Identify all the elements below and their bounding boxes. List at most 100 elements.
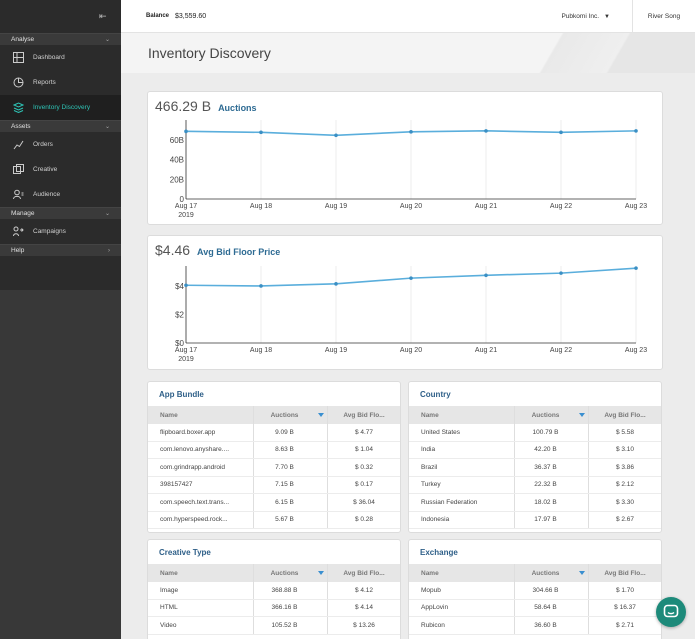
menu-toggle-icon[interactable]: ⇤ [99, 11, 107, 21]
column-header-avg-bid-floor[interactable]: Avg Bid Flo... [588, 406, 661, 424]
cell-avg-bid-floor: $ 2.67 [588, 511, 661, 528]
cell-auctions: 105.52 B [253, 617, 315, 634]
table-row[interactable]: AppLovin 58.64 B $ 16.37 [409, 599, 661, 617]
cell-spacer [315, 442, 327, 459]
app-bundle-table: Name Auctions Avg Bid Flo... flipboard.boxe… [148, 406, 400, 529]
section-label: Assets [11, 123, 31, 130]
sort-desc-icon[interactable] [315, 406, 327, 424]
column-header-name[interactable]: Name [421, 411, 439, 419]
column-header-avg-bid-floor[interactable]: Avg Bid Flo... [588, 564, 661, 582]
table-row[interactable]: Indonesia 17.97 B $ 2.67 [409, 511, 661, 529]
table-row[interactable]: Mopub 304.66 B $ 1.70 [409, 582, 661, 600]
table-row[interactable]: com.grindrapp.android 7.70 B $ 0.32 [148, 459, 400, 477]
sort-desc-icon[interactable] [576, 406, 588, 424]
cell-avg-bid-floor: $ 3.86 [588, 459, 661, 476]
table-row[interactable]: 398157427 7.15 B $ 0.17 [148, 476, 400, 494]
cell-auctions: 8.63 B [253, 441, 315, 458]
cell-avg-bid-floor: $ 36.04 [327, 494, 400, 511]
sidebar-item-orders[interactable]: Orders [0, 132, 121, 157]
campaigns-icon [12, 226, 25, 238]
column-header-auctions[interactable]: Auctions [253, 564, 315, 582]
table-row[interactable]: Brazil 36.37 B $ 3.86 [409, 459, 661, 477]
table-row[interactable]: com.speech.text.trans... 6.15 B $ 36.04 [148, 494, 400, 512]
data-point[interactable] [184, 129, 188, 134]
cell-name: com.lenovo.anyshare.... [160, 446, 230, 454]
cell-avg-bid-floor: $ 0.17 [327, 476, 400, 493]
data-point[interactable] [184, 283, 188, 288]
section-analyse[interactable]: Analyse ⌄ [0, 33, 121, 45]
sidebar-item-campaigns[interactable]: Campaigns [0, 219, 121, 244]
column-header-name[interactable]: Name [421, 569, 439, 577]
sidebar-item-dashboard[interactable]: Dashboard [0, 45, 121, 70]
cell-avg-bid-floor: $ 13.26 [327, 617, 400, 634]
column-header-auctions[interactable]: Auctions [514, 564, 576, 582]
data-point[interactable] [259, 130, 263, 135]
sidebar-top: ⇤ [0, 0, 121, 33]
sidebar-item-label: Creative [33, 166, 58, 173]
country-table: Name Auctions Avg Bid Flo... United States 1… [409, 406, 661, 529]
x-year-label: 2019 [178, 212, 194, 219]
x-tick-label: Aug 21 [475, 347, 497, 354]
data-point[interactable] [484, 129, 488, 133]
data-point[interactable] [409, 276, 413, 280]
balance-label: Balance [146, 13, 170, 19]
cell-auctions: 7.70 B [253, 459, 315, 476]
data-point[interactable] [634, 266, 638, 270]
x-tick-label: Aug 18 [250, 203, 272, 210]
x-year-label: 2019 [178, 356, 194, 363]
section-help[interactable]: Help › [0, 244, 121, 256]
table-row[interactable]: com.hyperspeed.rock... 5.67 B $ 0.28 [148, 511, 400, 529]
section-assets[interactable]: Assets ⌄ [0, 120, 121, 132]
sort-desc-icon[interactable] [315, 564, 327, 582]
cell-spacer [315, 494, 327, 511]
data-point[interactable] [409, 130, 413, 134]
cell-name: Russian Federation [421, 498, 478, 506]
data-point[interactable] [334, 282, 338, 286]
table-row[interactable]: Video 105.52 B $ 13.26 [148, 617, 400, 635]
table-row[interactable]: HTML 366.16 B $ 4.14 [148, 599, 400, 617]
table-row[interactable]: Image 368.88 B $ 4.12 [148, 582, 400, 600]
cell-auctions: 58.64 B [514, 599, 576, 616]
user-menu[interactable]: River Song [632, 0, 695, 33]
org-name: Pubkomi Inc. [561, 13, 600, 20]
data-point[interactable] [259, 284, 263, 288]
app-bundle-card: App Bundle Name Auctions Avg Bid Flo... fli… [147, 381, 401, 533]
chat-button[interactable] [656, 597, 686, 627]
table-row[interactable]: Rubicon 36.60 B $ 2.71 [409, 617, 661, 635]
sidebar-item-audience[interactable]: Audience [0, 182, 121, 207]
table-row[interactable]: United States 100.79 B $ 5.58 [409, 424, 661, 442]
table-header-row: Name Auctions Avg Bid Flo... [409, 406, 661, 424]
column-header-avg-bid-floor[interactable]: Avg Bid Flo... [327, 406, 400, 424]
sort-desc-icon[interactable] [576, 564, 588, 582]
cell-spacer [315, 512, 327, 529]
column-header-name[interactable]: Name [160, 411, 178, 419]
sidebar-item-label: Reports [33, 79, 56, 86]
cell-spacer [576, 600, 588, 617]
table-row[interactable]: com.lenovo.anyshare.... 8.63 B $ 1.04 [148, 441, 400, 459]
data-point[interactable] [634, 129, 638, 133]
sidebar-empty-area [0, 290, 121, 639]
org-selector[interactable]: Pubkomi Inc. ▼ [561, 0, 620, 33]
cell-auctions: 366.16 B [253, 599, 315, 616]
column-header-auctions[interactable]: Auctions [253, 406, 315, 424]
table-row[interactable]: Russian Federation 18.02 B $ 3.30 [409, 494, 661, 512]
data-point[interactable] [484, 273, 488, 278]
data-point[interactable] [559, 130, 563, 135]
sidebar-item-inventory-discovery[interactable]: Inventory Discovery [0, 95, 121, 120]
table-row[interactable]: India 42.20 B $ 3.10 [409, 441, 661, 459]
cell-auctions: 9.09 B [253, 424, 315, 441]
cell-name: com.grindrapp.android [160, 463, 226, 471]
data-point[interactable] [559, 271, 563, 275]
cell-spacer [315, 600, 327, 617]
column-header-name[interactable]: Name [160, 569, 178, 577]
section-manage[interactable]: Manage ⌄ [0, 207, 121, 219]
sidebar-item-creative[interactable]: Creative [0, 157, 121, 182]
column-header-auctions[interactable]: Auctions [514, 406, 576, 424]
sidebar-item-reports[interactable]: Reports [0, 70, 121, 95]
data-point[interactable] [334, 133, 338, 138]
column-header-avg-bid-floor[interactable]: Avg Bid Flo... [327, 564, 400, 582]
table-row[interactable]: flipboard.boxer.app 9.09 B $ 4.77 [148, 424, 400, 442]
table-row[interactable]: Turkey 22.32 B $ 2.12 [409, 476, 661, 494]
section-label: Analyse [11, 36, 35, 43]
